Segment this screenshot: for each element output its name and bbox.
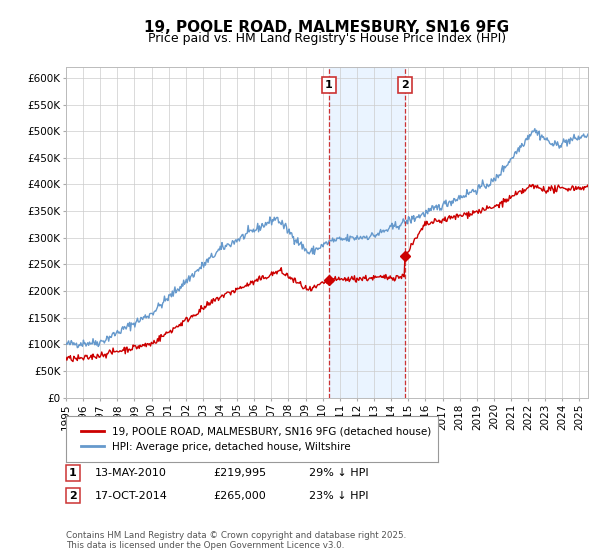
Text: 17-OCT-2014: 17-OCT-2014 — [95, 491, 167, 501]
Text: 2: 2 — [69, 491, 77, 501]
Text: £219,995: £219,995 — [213, 468, 266, 478]
Text: 29% ↓ HPI: 29% ↓ HPI — [309, 468, 368, 478]
Text: Contains HM Land Registry data © Crown copyright and database right 2025.
This d: Contains HM Land Registry data © Crown c… — [66, 530, 406, 550]
Bar — [329, 67, 405, 398]
Text: Price paid vs. HM Land Registry's House Price Index (HPI): Price paid vs. HM Land Registry's House … — [148, 32, 506, 45]
Text: 2: 2 — [401, 81, 409, 90]
Legend: 19, POOLE ROAD, MALMESBURY, SN16 9FG (detached house), HPI: Average price, detac: 19, POOLE ROAD, MALMESBURY, SN16 9FG (de… — [77, 422, 436, 456]
Text: 19, POOLE ROAD, MALMESBURY, SN16 9FG: 19, POOLE ROAD, MALMESBURY, SN16 9FG — [145, 20, 509, 35]
Text: 1: 1 — [69, 468, 77, 478]
Text: 23% ↓ HPI: 23% ↓ HPI — [309, 491, 368, 501]
Text: £265,000: £265,000 — [213, 491, 266, 501]
Text: 1: 1 — [325, 81, 333, 90]
Text: 13-MAY-2010: 13-MAY-2010 — [95, 468, 167, 478]
